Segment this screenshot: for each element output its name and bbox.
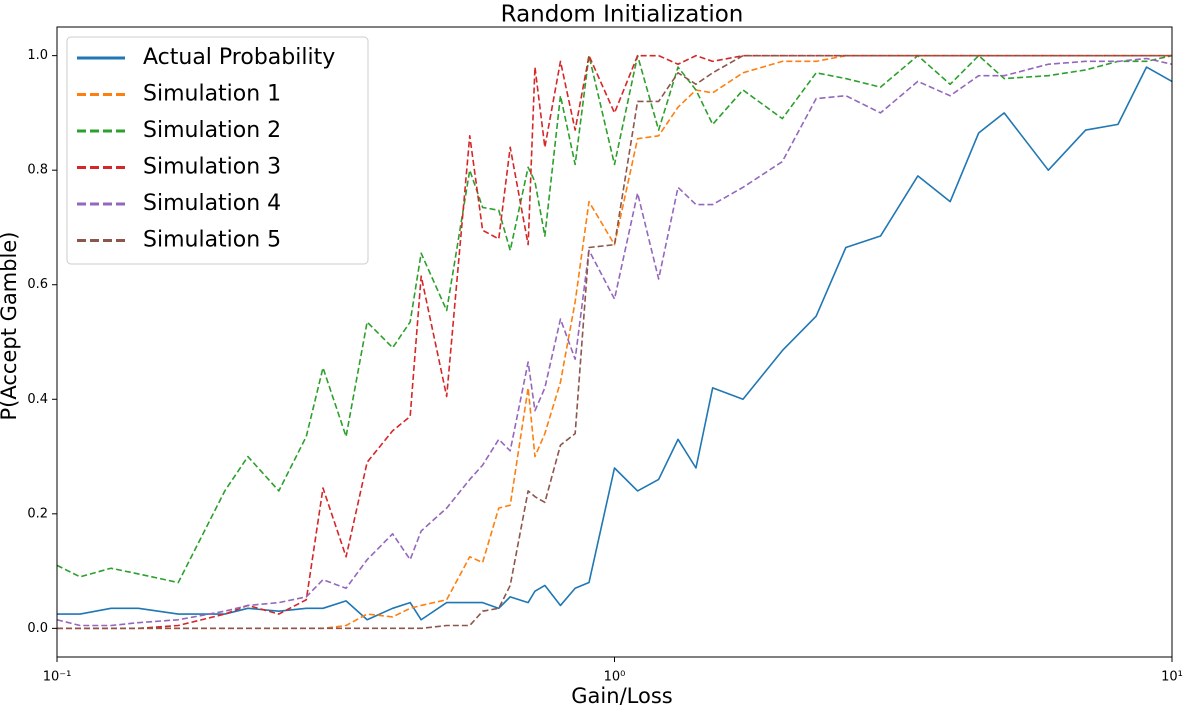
legend-label: Simulation 3 [143,155,281,180]
legend-label: Actual Probability [143,45,335,70]
series-line [56,57,1173,627]
plot-frame [56,26,1173,658]
x-tick-label: 10⁻¹ [43,670,72,685]
series-line [56,54,1173,584]
legend: Actual Probability Simulation 1 Simulation… [66,36,369,265]
y-tick-label: 1.0 [27,48,48,63]
y-tick-label: 0.2 [27,506,48,521]
legend-label: Simulation 1 [143,82,281,107]
series-line [57,66,1173,621]
legend-label: Simulation 2 [143,118,281,143]
series-line [57,54,1172,630]
x-axis-label: Gain/Loss [571,684,672,708]
x-tick-label: 10¹ [1161,670,1183,685]
y-tick-label: 0.6 [27,277,48,292]
y-tick-label: 0.0 [27,621,48,636]
y-tick-label: 0.4 [27,392,48,407]
x-tick-label: 10⁰ [604,670,626,685]
legend-box [66,36,369,265]
chart-title: Random Initialization [501,2,744,28]
legend-label: Simulation 4 [143,191,281,216]
legend-label: Simulation 5 [143,228,281,253]
series-line [57,54,1172,630]
y-tick-label: 0.8 [27,163,48,178]
y-axis-label: P(Accept Gamble) [0,232,21,421]
